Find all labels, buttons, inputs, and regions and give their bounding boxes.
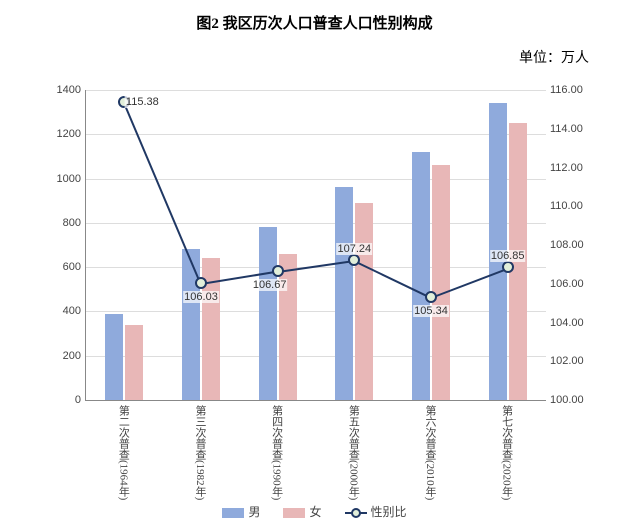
ratio-marker — [272, 265, 284, 277]
grid-line — [86, 90, 546, 91]
legend: 男 女 性别比 — [0, 503, 629, 520]
ratio-data-label: 106.03 — [183, 291, 219, 303]
legend-swatch-male — [222, 508, 244, 518]
y-right-tick: 114.00 — [550, 123, 588, 135]
legend-label-ratio: 性别比 — [371, 505, 407, 519]
ratio-marker — [425, 291, 437, 303]
legend-marker-ratio — [351, 508, 361, 518]
grid-line — [86, 311, 546, 312]
legend-label-male: 男 — [248, 505, 260, 519]
bar-male — [412, 152, 430, 400]
plot-region: 0200400600800100012001400100.00102.00104… — [85, 90, 546, 401]
ratio-data-label: 107.24 — [337, 243, 373, 255]
y-left-tick: 600 — [51, 261, 81, 273]
bar-female — [432, 165, 450, 400]
x-axis-category: 第二次普查(1964年) — [115, 405, 131, 500]
bar-male — [335, 187, 353, 400]
y-right-tick: 112.00 — [550, 162, 588, 174]
ratio-data-label: 106.67 — [252, 279, 288, 291]
legend-line-ratio — [345, 512, 367, 514]
ratio-marker — [195, 277, 207, 289]
y-left-tick: 400 — [51, 305, 81, 317]
y-right-tick: 106.00 — [550, 278, 588, 290]
y-right-tick: 100.00 — [550, 394, 588, 406]
y-left-tick: 1200 — [51, 128, 81, 140]
chart-area: 0200400600800100012001400100.00102.00104… — [50, 90, 590, 400]
legend-item-male: 男 — [222, 503, 260, 520]
chart-title: 图2 我区历次人口普查人口性别构成 — [0, 0, 629, 33]
ratio-line-segment — [123, 103, 202, 285]
y-left-tick: 200 — [51, 350, 81, 362]
x-axis-category: 第五次普查(2000年) — [345, 405, 361, 500]
y-left-tick: 800 — [51, 217, 81, 229]
ratio-marker — [348, 254, 360, 266]
y-right-tick: 108.00 — [550, 239, 588, 251]
y-right-tick: 104.00 — [550, 317, 588, 329]
bar-male — [105, 314, 123, 400]
x-axis-category: 第三次普查(1982年) — [192, 405, 208, 500]
x-axis-category: 第六次普查(2010年) — [422, 405, 438, 500]
ratio-data-label: 105.34 — [413, 305, 449, 317]
y-left-tick: 1400 — [51, 84, 81, 96]
y-left-tick: 0 — [51, 394, 81, 406]
chart-container: 图2 我区历次人口普查人口性别构成 单位：万人 0200400600800100… — [0, 0, 629, 524]
legend-label-female: 女 — [309, 505, 321, 519]
legend-item-female: 女 — [283, 503, 321, 520]
y-right-tick: 110.00 — [550, 200, 588, 212]
bar-male — [182, 249, 200, 400]
y-right-tick: 116.00 — [550, 84, 588, 96]
grid-line — [86, 134, 546, 135]
bar-male — [259, 227, 277, 400]
y-right-tick: 102.00 — [550, 355, 588, 367]
chart-unit: 单位：万人 — [0, 47, 629, 67]
bar-female — [355, 203, 373, 400]
ratio-data-label: 115.38 — [125, 96, 160, 108]
bar-female — [279, 254, 297, 400]
ratio-data-label: 106.85 — [490, 250, 526, 262]
legend-item-ratio: 性别比 — [345, 503, 407, 520]
x-axis-category: 第四次普查(1990年) — [269, 405, 285, 500]
grid-line — [86, 356, 546, 357]
legend-swatch-female — [283, 508, 305, 518]
grid-line — [86, 223, 546, 224]
ratio-marker — [502, 261, 514, 273]
bar-female — [125, 325, 143, 400]
x-axis-category: 第七次普查(2020年) — [499, 405, 515, 500]
y-left-tick: 1000 — [51, 173, 81, 185]
